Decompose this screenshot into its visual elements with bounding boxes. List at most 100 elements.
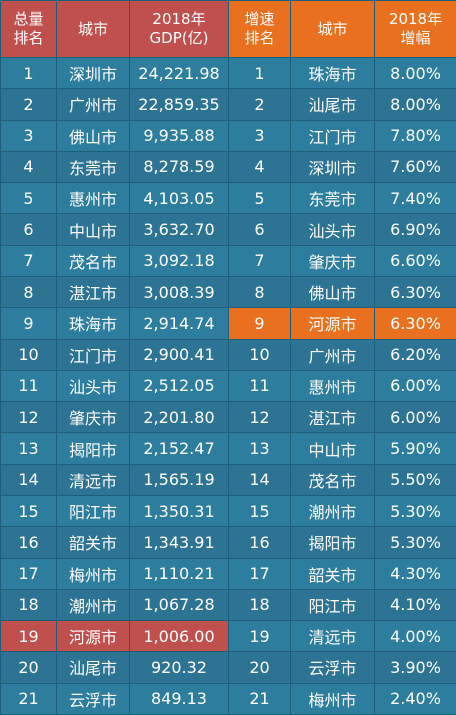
table-row: 11 汕头市 2,512.05 11 惠州市 6.00% [0,369,456,403]
city-cell: 惠州市 [56,182,130,215]
city-cell: 汕头市 [56,369,130,403]
gdp-cell: 1,350.31 [129,494,229,528]
growth-city-cell: 河源市 [290,307,375,340]
total-rank-cell: 21 [0,682,57,715]
table-row: 18 潮州市 1,067.28 18 阳江市 4.10% [0,588,456,622]
table-row: 9 珠海市 2,914.74 9 河源市 6.30% [0,307,456,340]
gdp-cell: 24,221.98 [129,56,229,90]
growth-city-cell: 深圳市 [290,150,375,184]
total-rank-cell: 4 [0,150,57,184]
table-row: 16 韶关市 1,343.91 16 揭阳市 5.30% [0,526,456,559]
growth-rank-cell: 21 [228,682,291,715]
header-gdp: 2018年 GDP(亿) [129,0,229,58]
gdp-cell: 920.32 [129,651,229,684]
total-rank-cell: 11 [0,369,57,403]
growth-rank-cell: 5 [228,182,291,215]
table-row: 15 阳江市 1,350.31 15 潮州市 5.30% [0,494,456,528]
city-cell: 珠海市 [56,307,130,340]
city-cell: 东莞市 [56,150,130,184]
header-row: 总量 排名 城市 2018年 GDP(亿) 增速 排名 城市 2018年 增幅 [0,0,456,58]
growth-cell: 6.90% [374,213,456,246]
table-row: 6 中山市 3,632.70 6 汕头市 6.90% [0,213,456,246]
growth-city-cell: 中山市 [290,432,375,465]
gdp-cell: 1,343.91 [129,526,229,559]
gdp-cell: 1,565.19 [129,463,229,496]
growth-city-cell: 江门市 [290,119,375,152]
city-cell: 肇庆市 [56,401,130,434]
header-growth-rank: 增速 排名 [228,0,291,58]
growth-cell: 6.30% [374,275,456,309]
growth-city-cell: 云浮市 [290,651,375,684]
growth-city-cell: 汕尾市 [290,88,375,121]
gdp-cell: 1,110.21 [129,557,229,590]
table-row: 4 东莞市 8,278.59 4 深圳市 7.60% [0,150,456,184]
table-row: 8 湛江市 3,008.39 8 佛山市 6.30% [0,275,456,309]
table-row: 2 广州市 22,859.35 2 汕尾市 8.00% [0,88,456,121]
growth-city-cell: 韶关市 [290,557,375,590]
city-cell: 清远市 [56,463,130,496]
growth-cell: 6.30% [374,307,456,340]
gdp-cell: 849.13 [129,682,229,715]
growth-rank-cell: 10 [228,338,291,371]
total-rank-cell: 15 [0,494,57,528]
growth-rank-cell: 12 [228,401,291,434]
table-row: 10 江门市 2,900.41 10 广州市 6.20% [0,338,456,371]
growth-rank-cell: 18 [228,588,291,622]
total-rank-cell: 3 [0,119,57,152]
growth-rank-cell: 11 [228,369,291,403]
city-cell: 潮州市 [56,588,130,622]
growth-cell: 5.50% [374,463,456,496]
city-cell: 湛江市 [56,275,130,309]
gdp-cell: 9,935.88 [129,119,229,152]
gdp-cell: 1,067.28 [129,588,229,622]
growth-cell: 4.00% [374,620,456,653]
growth-rank-cell: 14 [228,463,291,496]
growth-cell: 3.90% [374,651,456,684]
growth-cell: 2.40% [374,682,456,715]
growth-rank-cell: 4 [228,150,291,184]
table-row: 5 惠州市 4,103.05 5 东莞市 7.40% [0,182,456,215]
growth-city-cell: 惠州市 [290,369,375,403]
gdp-cell: 3,008.39 [129,275,229,309]
growth-rank-cell: 13 [228,432,291,465]
city-cell: 河源市 [56,620,130,653]
city-cell: 阳江市 [56,494,130,528]
growth-rank-cell: 1 [228,56,291,90]
growth-city-cell: 广州市 [290,338,375,371]
gdp-cell: 2,152.47 [129,432,229,465]
total-rank-cell: 5 [0,182,57,215]
growth-cell: 6.60% [374,244,456,277]
total-rank-cell: 17 [0,557,57,590]
growth-cell: 4.10% [374,588,456,622]
gdp-cell: 1,006.00 [129,620,229,653]
growth-cell: 4.30% [374,557,456,590]
city-cell: 梅州市 [56,557,130,590]
gdp-cell: 8,278.59 [129,150,229,184]
gdp-cell: 3,092.18 [129,244,229,277]
growth-city-cell: 清远市 [290,620,375,653]
header-total-rank: 总量 排名 [0,0,57,58]
growth-cell: 5.90% [374,432,456,465]
growth-city-cell: 湛江市 [290,401,375,434]
growth-city-cell: 珠海市 [290,56,375,90]
city-cell: 揭阳市 [56,432,130,465]
growth-city-cell: 潮州市 [290,494,375,528]
city-cell: 云浮市 [56,682,130,715]
table-row: 1 深圳市 24,221.98 1 珠海市 8.00% [0,56,456,90]
growth-cell: 7.40% [374,182,456,215]
growth-cell: 7.60% [374,150,456,184]
gdp-cell: 2,900.41 [129,338,229,371]
gdp-cell: 2,512.05 [129,369,229,403]
total-rank-cell: 9 [0,307,57,340]
growth-city-cell: 东莞市 [290,182,375,215]
city-cell: 广州市 [56,88,130,121]
growth-cell: 5.30% [374,494,456,528]
gdp-cell: 3,632.70 [129,213,229,246]
total-rank-cell: 1 [0,56,57,90]
growth-cell: 6.20% [374,338,456,371]
city-cell: 汕尾市 [56,651,130,684]
total-rank-cell: 6 [0,213,57,246]
header-growth-city: 城市 [290,0,375,58]
total-rank-cell: 14 [0,463,57,496]
